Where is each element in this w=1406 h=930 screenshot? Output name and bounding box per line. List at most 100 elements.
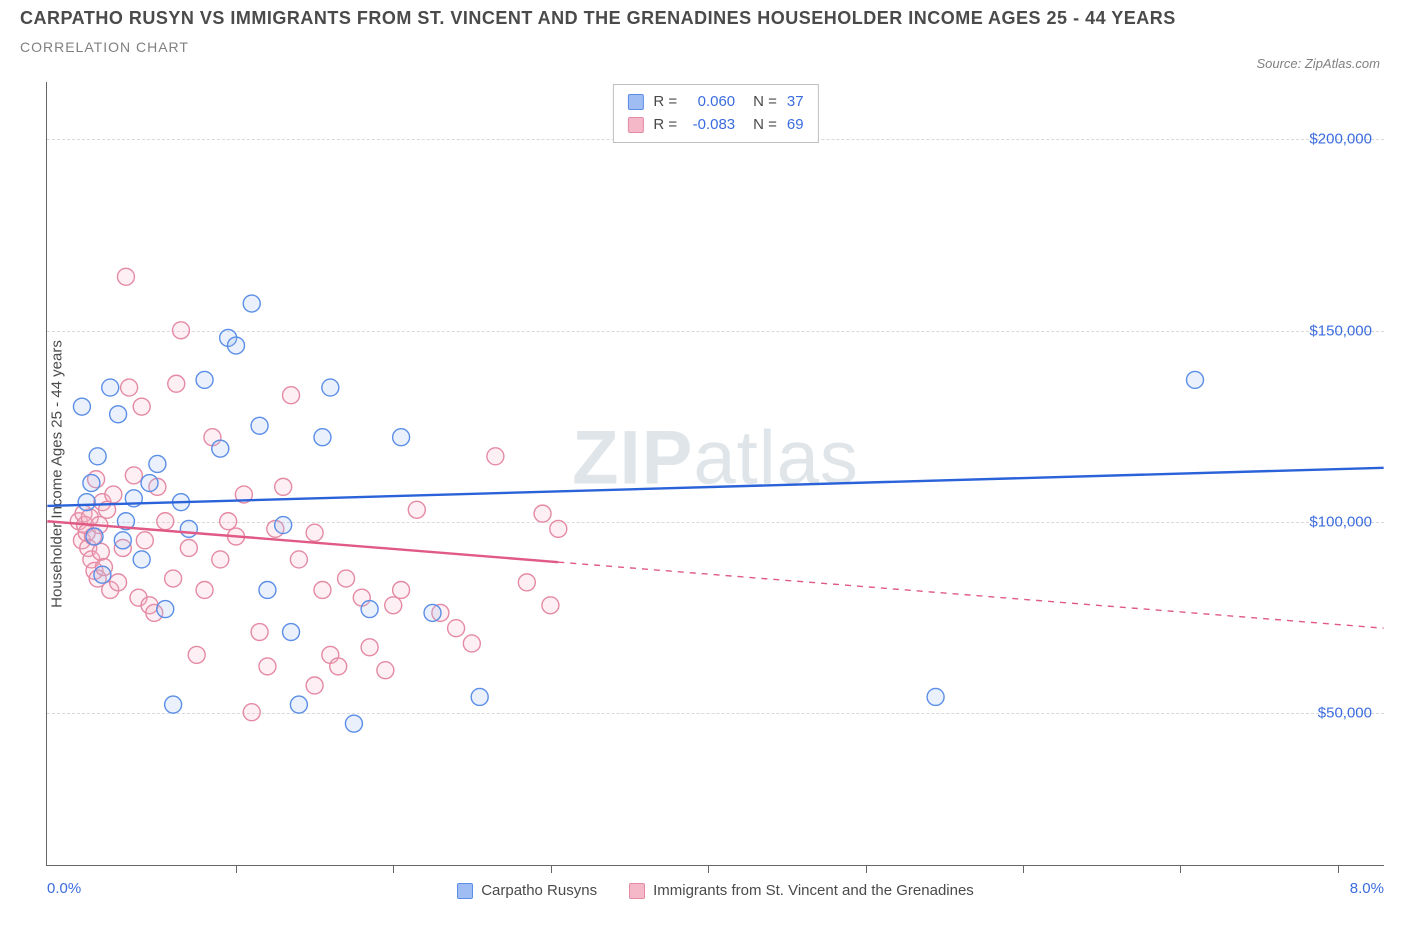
y-tick-label: $150,000 [1309, 322, 1372, 339]
scatter-point [146, 604, 163, 621]
scatter-point [275, 517, 292, 534]
x-tick [1023, 865, 1024, 873]
scatter-point [73, 398, 90, 415]
scatter-point [165, 570, 182, 587]
watermark: ZIPatlas [572, 414, 859, 501]
legend-swatch [457, 883, 473, 899]
regression-line-dashed [558, 562, 1383, 628]
scatter-point [165, 696, 182, 713]
legend-item: Immigrants from St. Vincent and the Gren… [629, 882, 974, 899]
legend-swatch [627, 94, 643, 110]
scatter-point [157, 601, 174, 618]
scatter-point [102, 379, 119, 396]
scatter-point [550, 520, 567, 537]
x-tick [393, 865, 394, 873]
chart-title: CARPATHO RUSYN VS IMMIGRANTS FROM ST. VI… [20, 8, 1176, 29]
stats-row: R =-0.083N =69 [627, 114, 803, 137]
scatter-point [432, 604, 449, 621]
scatter-point [306, 524, 323, 541]
chart-subtitle: CORRELATION CHART [0, 33, 1406, 55]
legend-swatch [629, 883, 645, 899]
scatter-point [172, 494, 189, 511]
scatter-point [75, 505, 92, 522]
scatter-point [73, 532, 90, 549]
scatter-point [121, 379, 138, 396]
x-tick [551, 865, 552, 873]
scatter-point [487, 448, 504, 465]
scatter-point [927, 688, 944, 705]
legend-swatch [627, 117, 643, 133]
scatter-point [385, 597, 402, 614]
scatter-point [338, 570, 355, 587]
scatter-point [393, 582, 410, 599]
scatter-point [283, 387, 300, 404]
scatter-point [314, 429, 331, 446]
scatter-point [110, 406, 127, 423]
x-tick [866, 865, 867, 873]
scatter-point [212, 440, 229, 457]
correlation-stats-box: R =0.060N =37R =-0.083N =69 [612, 84, 818, 143]
scatter-point [322, 646, 339, 663]
scatter-point [88, 471, 105, 488]
scatter-point [114, 539, 131, 556]
scatter-point [314, 582, 331, 599]
scatter-point [471, 688, 488, 705]
scatter-point [448, 620, 465, 637]
scatter-point [361, 639, 378, 656]
scatter-point [149, 455, 166, 472]
scatter-point [306, 677, 323, 694]
y-tick-label: $100,000 [1309, 513, 1372, 530]
scatter-point [188, 646, 205, 663]
scatter-point [141, 475, 158, 492]
scatter-point [80, 539, 97, 556]
scatter-point [84, 528, 101, 545]
scatter-point [125, 467, 142, 484]
scatter-point [149, 478, 166, 495]
scatter-point [133, 398, 150, 415]
scatter-point [133, 551, 150, 568]
scatter-point [168, 375, 185, 392]
scatter-point [78, 524, 95, 541]
scatter-point [89, 448, 106, 465]
legend-label: Immigrants from St. Vincent and the Gren… [653, 882, 974, 899]
scatter-point [114, 532, 131, 549]
scatter-point [518, 574, 535, 591]
legend-item: Carpatho Rusyns [457, 882, 597, 899]
scatter-point [77, 517, 94, 534]
scatter-point [141, 597, 158, 614]
x-tick [1180, 865, 1181, 873]
scatter-point [136, 532, 153, 549]
scatter-point [92, 543, 109, 560]
gridline [47, 522, 1384, 523]
scatter-point [322, 379, 339, 396]
scatter-point [259, 582, 276, 599]
scatter-point [212, 551, 229, 568]
scatter-point [377, 662, 394, 679]
source-credit: Source: ZipAtlas.com [1256, 56, 1380, 71]
x-tick [236, 865, 237, 873]
x-tick [1338, 865, 1339, 873]
y-tick-label: $50,000 [1318, 705, 1372, 722]
scatter-point [259, 658, 276, 675]
legend-label: Carpatho Rusyns [481, 882, 597, 899]
scatter-point [283, 624, 300, 641]
scatter-point [290, 696, 307, 713]
scatter-point [130, 589, 147, 606]
y-axis-label: Householder Income Ages 25 - 44 years [49, 340, 66, 608]
scatter-point [542, 597, 559, 614]
x-tick [708, 865, 709, 873]
scatter-point [102, 582, 119, 599]
scatter-point [228, 337, 245, 354]
scatter-point [95, 559, 112, 576]
scatter-point [99, 501, 116, 518]
scatter-point [393, 429, 410, 446]
scatter-point [408, 501, 425, 518]
scatter-point [251, 624, 268, 641]
regression-line-solid [47, 521, 558, 562]
scatter-point [330, 658, 347, 675]
scatter-point [220, 329, 237, 346]
scatter-point [180, 520, 197, 537]
gridline [47, 713, 1384, 714]
scatter-point [353, 589, 370, 606]
scatter-point [86, 562, 103, 579]
